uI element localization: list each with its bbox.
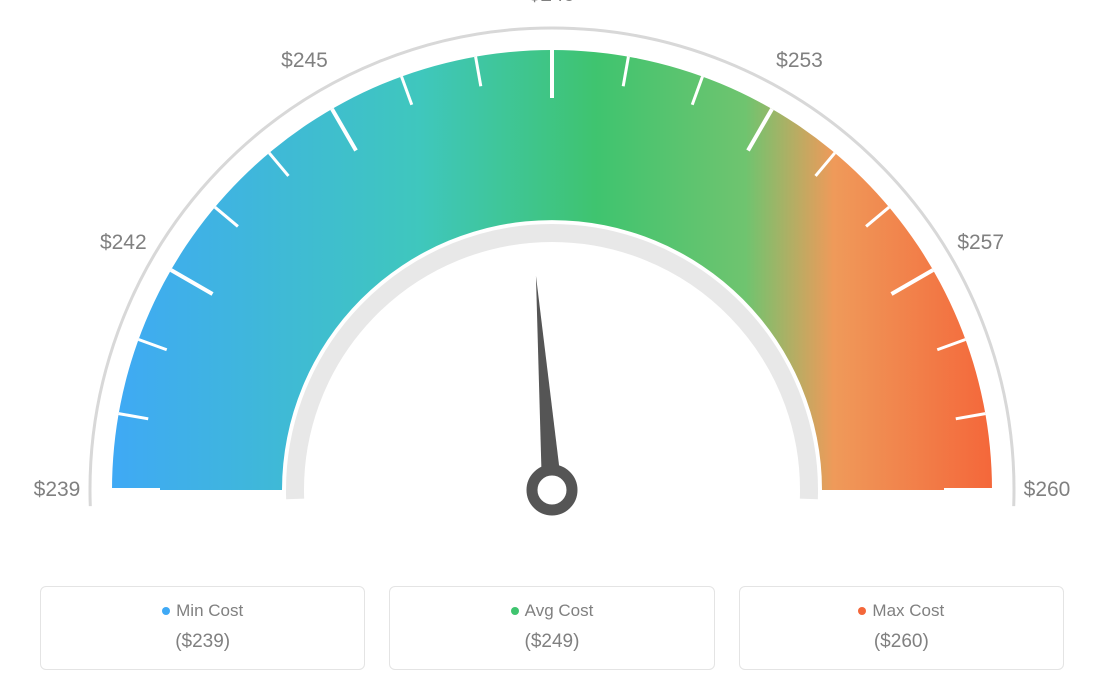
gauge-tick-label: $257 <box>957 231 1004 255</box>
max-cost-label-row: Max Cost <box>750 601 1053 621</box>
min-cost-label: Min Cost <box>176 601 243 620</box>
max-cost-label: Max Cost <box>872 601 944 620</box>
min-cost-dot <box>162 607 170 615</box>
summary-cards: Min Cost ($239) Avg Cost ($249) Max Cost… <box>40 586 1064 670</box>
gauge-tick-label: $260 <box>1024 478 1071 502</box>
gauge-tick-label: $253 <box>776 49 823 73</box>
gauge-tick-label: $249 <box>529 0 576 7</box>
gauge-chart-container: $239 $242 $245 $249 $253 $257 $260 Min Cost ($… <box>0 0 1104 690</box>
avg-cost-card: Avg Cost ($249) <box>389 586 714 670</box>
min-cost-value: ($239) <box>51 631 354 653</box>
max-cost-dot <box>858 607 866 615</box>
gauge: $239 $242 $245 $249 $253 $257 $260 <box>0 0 1104 560</box>
avg-cost-value: ($249) <box>400 631 703 653</box>
max-cost-value: ($260) <box>750 631 1053 653</box>
max-cost-card: Max Cost ($260) <box>739 586 1064 670</box>
gauge-svg <box>0 0 1104 560</box>
avg-cost-label-row: Avg Cost <box>400 601 703 621</box>
min-cost-card: Min Cost ($239) <box>40 586 365 670</box>
gauge-tick-label: $245 <box>281 49 328 73</box>
min-cost-label-row: Min Cost <box>51 601 354 621</box>
avg-cost-dot <box>511 607 519 615</box>
gauge-tick-label: $242 <box>100 231 147 255</box>
avg-cost-label: Avg Cost <box>525 601 594 620</box>
gauge-tick-label: $239 <box>34 478 81 502</box>
